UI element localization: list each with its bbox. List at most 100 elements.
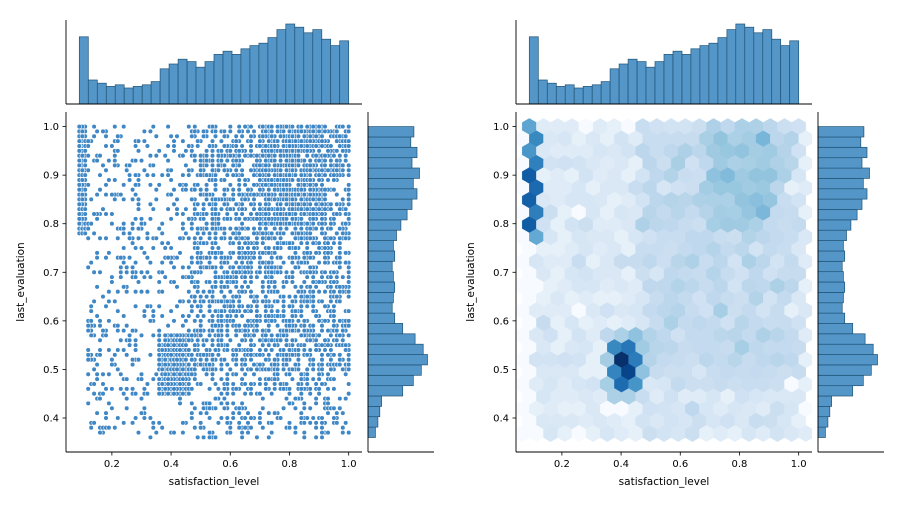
hist-bar (817, 136, 862, 148)
hist-bar (654, 61, 665, 105)
hist-bar (285, 23, 296, 105)
hist-bar (367, 333, 416, 345)
hist-bar (627, 58, 638, 105)
hist-bar (339, 40, 350, 105)
hist-bar (817, 126, 865, 138)
hist-bar (817, 343, 874, 355)
y-tick-label: 0.4 (43, 414, 59, 425)
hist-bar (132, 86, 143, 105)
hist-bar (367, 292, 394, 304)
y-tick-label: 0.6 (493, 316, 509, 327)
hist-bar (817, 302, 843, 314)
hist-bar (817, 240, 844, 252)
hist-bar (78, 36, 89, 105)
hist-bar (817, 281, 846, 293)
x-axis-label: satisfaction_level (619, 476, 710, 488)
hist-bar (672, 50, 683, 105)
hist-bar (367, 426, 376, 438)
scatter-points (76, 124, 352, 440)
hist-bar (817, 188, 868, 200)
hist-bar (817, 323, 854, 335)
hist-bar (367, 198, 413, 210)
hexbin-cells (516, 118, 812, 442)
hist-bar (817, 405, 831, 418)
hist-bar (249, 45, 260, 105)
y-axis-label: last_evaluation (15, 242, 27, 321)
hist-bar (105, 86, 116, 105)
hist-bar (258, 42, 269, 105)
hist-bar (618, 63, 629, 105)
hist-bar (367, 136, 412, 148)
x-tick-label: 1.0 (791, 459, 807, 470)
hist-bar (367, 312, 396, 324)
hist-bar (367, 323, 404, 335)
hist-bar (817, 374, 864, 387)
hist-bar (582, 86, 593, 105)
y-tick-label: 0.7 (43, 268, 59, 279)
hist-bar (771, 38, 782, 105)
hist-bar (690, 48, 701, 105)
hist-bar (744, 26, 755, 105)
hist-bar (609, 68, 620, 105)
hist-bar (96, 82, 107, 105)
y-axis-label: last_evaluation (465, 242, 477, 321)
hist-bar (817, 250, 846, 262)
hist-bar (367, 374, 414, 387)
x-axis-label: satisfaction_level (169, 476, 260, 488)
hist-bar (123, 87, 134, 105)
right-marginal-histogram (817, 126, 878, 438)
hist-bar (591, 84, 602, 105)
hist-bar (564, 84, 575, 105)
hist-bar (546, 82, 557, 105)
hist-bar (177, 58, 188, 105)
hist-bar (817, 229, 847, 241)
y-tick-label: 0.5 (43, 365, 59, 376)
hist-bar (780, 45, 791, 105)
hist-bar (367, 260, 393, 273)
hist-bar (817, 260, 843, 273)
hist-bar (213, 54, 224, 105)
hist-bar (367, 364, 422, 376)
hist-bar (367, 209, 408, 221)
hist-bar (681, 54, 692, 105)
hist-bar (276, 29, 287, 105)
hist-bar (817, 198, 863, 210)
hist-bar (312, 29, 323, 105)
hist-bar (817, 354, 878, 366)
hist-bar (573, 87, 584, 105)
hist-bar (817, 167, 870, 179)
hist-bar (817, 426, 826, 438)
hist-bar (817, 385, 854, 397)
hist-bar (204, 61, 215, 105)
hist-bar (726, 29, 737, 105)
hist-bar (87, 79, 98, 105)
hist-bar (267, 37, 278, 105)
hist-bar (367, 271, 394, 283)
x-tick-label: 0.8 (732, 459, 748, 470)
hist-bar (735, 23, 746, 105)
hist-bar (537, 79, 548, 105)
hist-bar (367, 416, 379, 428)
y-tick-label: 0.7 (493, 268, 509, 279)
hist-bar (708, 42, 719, 105)
hist-bar (367, 188, 418, 200)
hist-bar (663, 54, 674, 105)
hist-bar (699, 45, 710, 105)
hist-bar (222, 50, 233, 105)
hist-bar (817, 157, 863, 169)
hist-bar (762, 29, 773, 105)
hist-bar (367, 405, 381, 418)
hist-bar (789, 40, 800, 105)
hist-bar (817, 178, 864, 190)
y-tick-label: 0.8 (43, 219, 59, 230)
x-tick-label: 0.4 (163, 459, 179, 470)
hist-bar (231, 54, 242, 105)
hist-bar (753, 32, 764, 105)
hist-bar (555, 86, 566, 105)
hist-bar (367, 157, 413, 169)
hist-bar (168, 63, 179, 105)
hist-bar (817, 292, 844, 304)
x-tick-label: 0.8 (282, 459, 298, 470)
x-tick-label: 0.2 (104, 459, 120, 470)
